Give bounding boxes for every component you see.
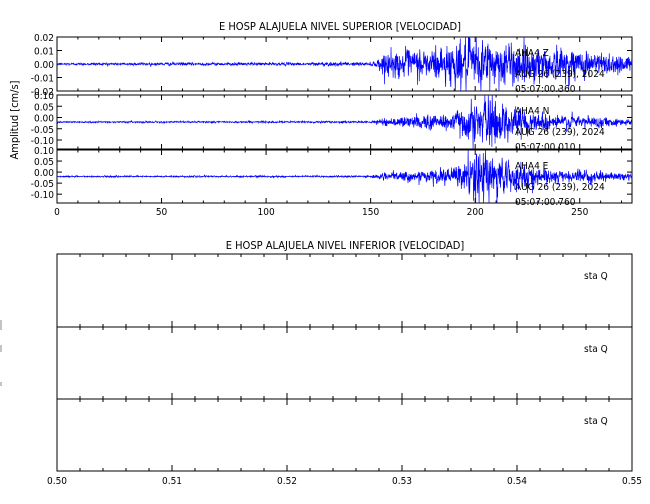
station-label: sta Q (584, 344, 608, 355)
time-label: 05:07:00.760 (515, 197, 576, 208)
y-tick-label: 0.00 (34, 168, 54, 179)
date-label: AUG 26 (239), 2024 (515, 127, 605, 138)
component-label: AHA4 E (515, 161, 549, 172)
y-tick-label: 0.10 (34, 91, 54, 102)
x-tick-label: 0.51 (162, 476, 182, 487)
y-tick-label: -0.05 (31, 179, 54, 190)
y-tick-label: -0.10 (31, 136, 55, 147)
x-tick-label: 0.54 (507, 476, 527, 487)
y-tick-label: 0.10 (34, 146, 54, 157)
y-tick-label: 0.05 (34, 102, 54, 113)
top-chart-title: E HOSP ALAJUELA NIVEL SUPERIOR [VELOCIDA… (219, 20, 461, 33)
time-label: 05:07:00.360 (515, 84, 576, 95)
x-tick-label: 100 (258, 207, 275, 218)
component-label: AHA4 Z (515, 48, 549, 59)
waveform-trace-e (56, 149, 633, 204)
x-tick-label: 250 (571, 207, 588, 218)
x-tick-label: 0 (54, 207, 60, 218)
y-tick-label: -0.02 (31, 87, 54, 98)
bottom-chart-title: E HOSP ALAJUELA NIVEL INFERIOR [VELOCIDA… (226, 239, 465, 252)
top-y-axis-label: Amplitud [cm/s] (8, 80, 21, 159)
x-tick-label: 0.53 (392, 476, 412, 487)
x-tick-label: 0.50 (47, 476, 67, 487)
y-tick-label: 0.05 (34, 157, 54, 168)
y-tick-label: 0.00 (34, 60, 54, 71)
y-tick-label: -0.01 (31, 74, 54, 85)
x-tick-label: 200 (467, 207, 484, 218)
bottom-panel-frame (56, 326, 633, 400)
bottom-panel-frame (56, 398, 633, 472)
y-tick-label: -0.10 (31, 190, 55, 201)
date-label: AUG 26 (239), 2024 (515, 182, 605, 193)
x-tick-label: 150 (362, 207, 379, 218)
station-label: sta Q (584, 416, 608, 427)
y-tick-label: 0.02 (34, 33, 54, 44)
waveform-trace-z (56, 36, 633, 92)
time-label: 05:07:00.010 (515, 142, 576, 153)
x-tick-label: 0.55 (622, 476, 642, 487)
date-label: AUG 26 (239), 2024 (515, 69, 605, 80)
station-label: sta Q (584, 271, 608, 282)
y-tick-label: 0.00 (34, 114, 54, 125)
x-tick-label: 50 (156, 207, 168, 218)
component-label: AHA4 N (515, 106, 549, 117)
x-tick-label: 0.52 (277, 476, 297, 487)
y-tick-label: -0.05 (31, 125, 54, 136)
y-tick-label: 0.01 (34, 47, 54, 58)
waveform-trace-n (56, 94, 633, 149)
bottom-panel-frame (56, 253, 633, 328)
